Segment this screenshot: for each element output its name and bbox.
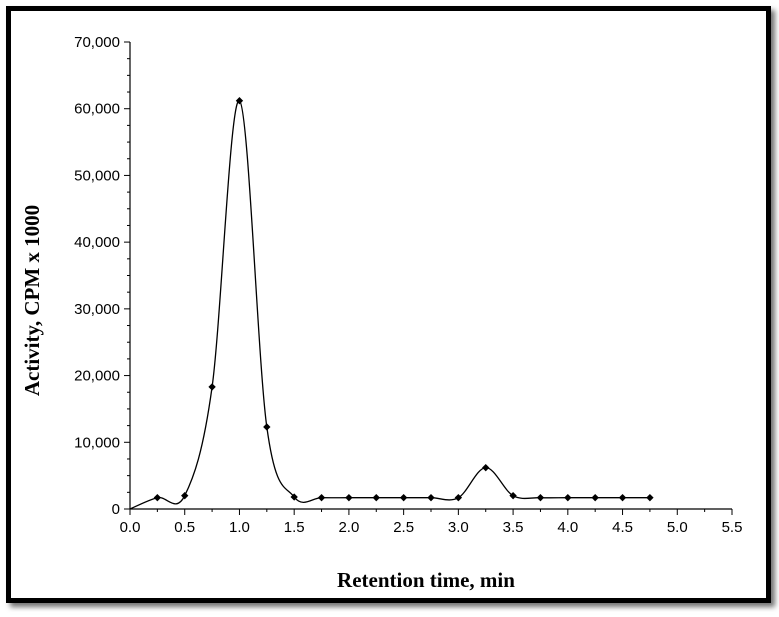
data-point [454, 493, 463, 502]
y-axis-ticks: 0 10,000 20,000 30,000 40,000 50,000 60,000 70,… [74, 34, 130, 518]
data-point [181, 491, 189, 500]
data-point [290, 493, 298, 501]
y-axis-title: Activity, CPM x 1000 [20, 205, 44, 396]
data-point [646, 493, 654, 502]
y-tick-label: 20,000 [74, 368, 120, 385]
data-point [564, 493, 572, 502]
data-point [618, 493, 627, 502]
x-axis-ticks: 0.0 0.5 1.0 1.5 2.0 2.5 3.0 3.5 4.0 4.5 5.0 5.5 [120, 509, 743, 536]
y-tick-label: 50,000 [74, 167, 120, 184]
x-tick-label: 2.0 [338, 519, 359, 536]
data-points [153, 97, 654, 502]
data-point [536, 493, 545, 502]
x-tick-label: 3.5 [503, 519, 524, 536]
data-point [591, 493, 599, 502]
y-tick-label: 0 [112, 501, 120, 518]
y-tick-label: 40,000 [74, 234, 120, 251]
x-axis-title: Retention time, min [337, 568, 515, 592]
chart: 0.0 0.5 1.0 1.5 2.0 2.5 3.0 3.5 4.0 4.5 5.0 5.5 0 10… [20, 34, 743, 592]
x-tick-label: 5.5 [722, 519, 743, 536]
x-tick-label: 1.0 [229, 519, 250, 536]
y-tick-label: 10,000 [74, 434, 120, 451]
y-tick-label: 70,000 [74, 34, 120, 51]
x-tick-label: 3.0 [448, 519, 469, 536]
y-tick-label: 30,000 [74, 301, 120, 318]
x-tick-label: 5.0 [667, 519, 688, 536]
data-point [427, 493, 435, 502]
data-point [482, 463, 490, 472]
data-point [208, 383, 216, 391]
data-point [235, 97, 244, 105]
data-point [263, 423, 271, 431]
data-point [372, 493, 380, 502]
chart-frame: 0.0 0.5 1.0 1.5 2.0 2.5 3.0 3.5 4.0 4.5 5.0 5.5 0 10… [6, 6, 771, 603]
x-tick-label: 0.0 [120, 519, 141, 536]
y-tick-label: 60,000 [74, 101, 120, 118]
x-tick-label: 4.0 [557, 519, 578, 536]
data-point [317, 493, 326, 502]
data-point [509, 491, 517, 500]
data-point [153, 493, 162, 502]
axes [129, 42, 732, 510]
x-tick-label: 2.5 [393, 519, 414, 536]
x-tick-label: 0.5 [174, 519, 195, 536]
series-line [129, 100, 650, 510]
x-tick-label: 1.5 [284, 519, 305, 536]
data-point [345, 493, 353, 502]
data-point [399, 493, 408, 502]
x-tick-label: 4.5 [612, 519, 633, 536]
